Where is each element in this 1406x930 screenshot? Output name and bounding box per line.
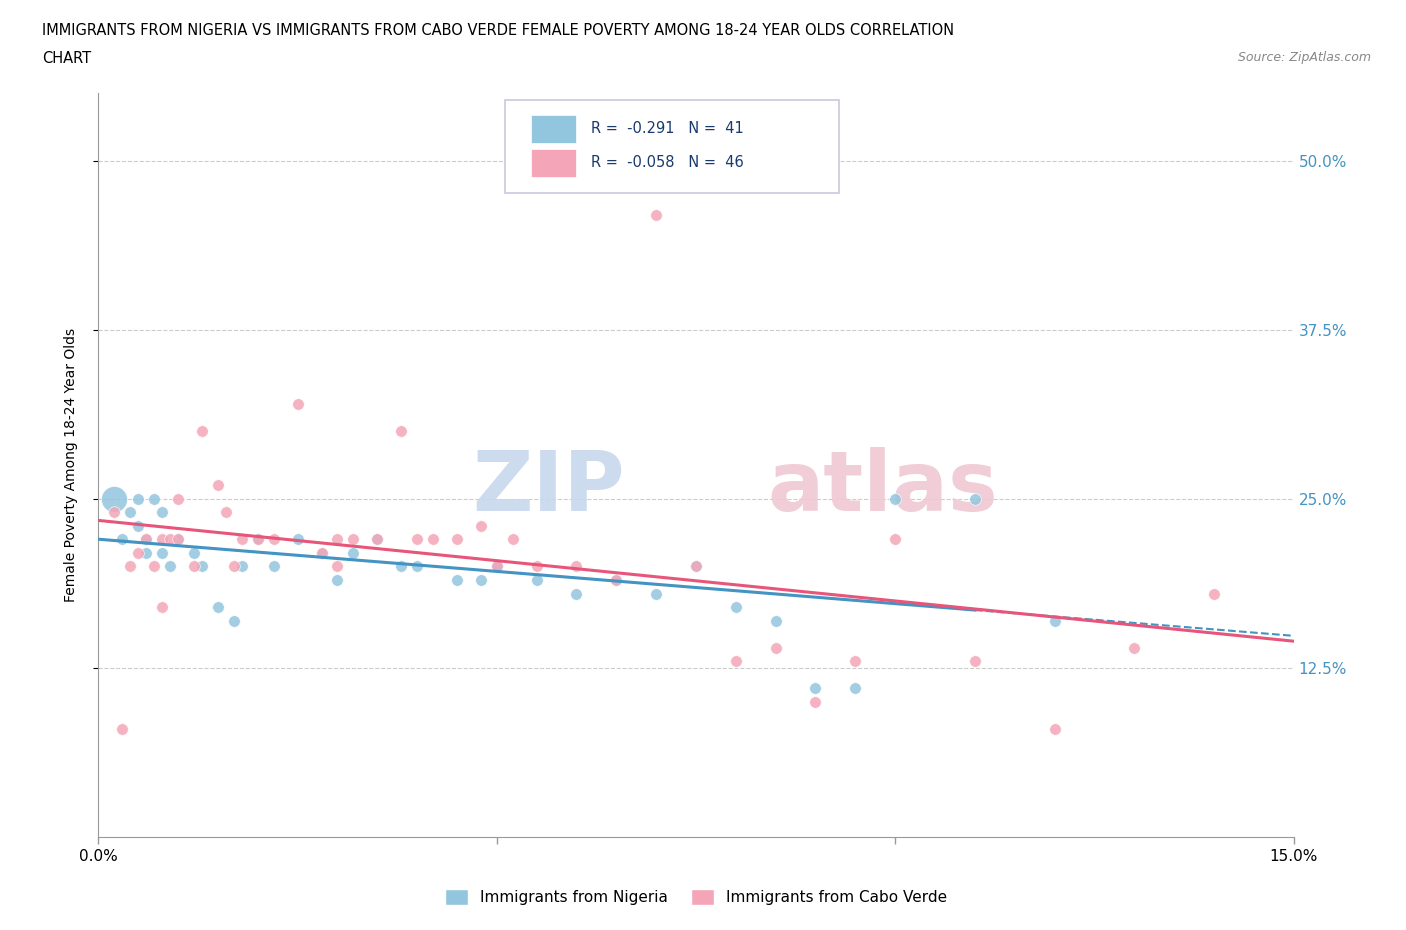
Text: CHART: CHART <box>42 51 91 66</box>
Point <box>446 532 468 547</box>
Point <box>963 491 986 506</box>
Point <box>605 573 627 588</box>
Point <box>143 491 166 506</box>
Point <box>406 532 429 547</box>
Point <box>326 559 349 574</box>
Point <box>565 559 588 574</box>
Point <box>191 559 214 574</box>
Point <box>645 207 668 222</box>
Point <box>1123 640 1146 655</box>
Point <box>135 532 157 547</box>
Bar <box>531 149 576 177</box>
Point <box>135 532 157 547</box>
Text: R =  -0.291   N =  41: R = -0.291 N = 41 <box>591 121 744 136</box>
Point <box>111 532 134 547</box>
Text: R =  -0.058   N =  46: R = -0.058 N = 46 <box>591 155 744 170</box>
Point <box>183 559 205 574</box>
Point <box>246 532 269 547</box>
Point <box>191 424 214 439</box>
Point <box>389 424 412 439</box>
Point <box>167 532 190 547</box>
Point <box>103 505 125 520</box>
Point <box>565 586 588 601</box>
Point <box>326 573 349 588</box>
Point <box>103 491 125 506</box>
Legend: Immigrants from Nigeria, Immigrants from Cabo Verde: Immigrants from Nigeria, Immigrants from… <box>439 883 953 911</box>
Point <box>127 518 149 533</box>
Point <box>526 559 548 574</box>
Point <box>183 546 205 561</box>
Point <box>884 532 907 547</box>
Point <box>150 546 173 561</box>
Point <box>724 654 747 669</box>
Point <box>470 573 492 588</box>
Point <box>1202 586 1225 601</box>
Point <box>502 532 524 547</box>
Text: IMMIGRANTS FROM NIGERIA VS IMMIGRANTS FROM CABO VERDE FEMALE POVERTY AMONG 18-24: IMMIGRANTS FROM NIGERIA VS IMMIGRANTS FR… <box>42 23 955 38</box>
Point <box>844 681 866 696</box>
FancyBboxPatch shape <box>505 100 839 193</box>
Point <box>685 559 707 574</box>
Point <box>765 640 787 655</box>
Point <box>1043 613 1066 628</box>
Point <box>167 491 190 506</box>
Bar <box>531 114 576 143</box>
Point <box>207 478 229 493</box>
Point <box>804 681 827 696</box>
Point <box>605 573 627 588</box>
Point <box>150 532 173 547</box>
Point <box>150 600 173 615</box>
Point <box>389 559 412 574</box>
Point <box>963 654 986 669</box>
Point <box>127 491 149 506</box>
Point <box>1043 722 1066 737</box>
Point <box>765 613 787 628</box>
Point <box>485 559 508 574</box>
Point <box>150 505 173 520</box>
Point <box>685 559 707 574</box>
Point <box>342 532 364 547</box>
Point <box>366 532 388 547</box>
Point <box>470 518 492 533</box>
Point <box>207 600 229 615</box>
Point <box>231 532 253 547</box>
Point <box>159 559 181 574</box>
Point <box>287 397 309 412</box>
Point <box>485 559 508 574</box>
Point <box>231 559 253 574</box>
Point <box>446 573 468 588</box>
Point <box>263 559 285 574</box>
Point <box>127 546 149 561</box>
Point <box>366 532 388 547</box>
Point <box>143 559 166 574</box>
Point <box>844 654 866 669</box>
Point <box>159 532 181 547</box>
Point <box>111 722 134 737</box>
Point <box>804 695 827 710</box>
Point <box>342 546 364 561</box>
Point <box>326 532 349 547</box>
Point <box>222 559 245 574</box>
Point <box>724 600 747 615</box>
Point <box>215 505 238 520</box>
Point <box>645 586 668 601</box>
Text: ZIP: ZIP <box>472 446 624 528</box>
Point <box>311 546 333 561</box>
Point <box>246 532 269 547</box>
Text: Source: ZipAtlas.com: Source: ZipAtlas.com <box>1237 51 1371 64</box>
Point <box>120 505 142 520</box>
Y-axis label: Female Poverty Among 18-24 Year Olds: Female Poverty Among 18-24 Year Olds <box>63 328 77 602</box>
Point <box>526 573 548 588</box>
Point <box>135 546 157 561</box>
Point <box>406 559 429 574</box>
Point <box>167 532 190 547</box>
Point <box>287 532 309 547</box>
Point <box>120 559 142 574</box>
Point <box>311 546 333 561</box>
Point <box>222 613 245 628</box>
Point <box>422 532 444 547</box>
Point <box>884 491 907 506</box>
Text: atlas: atlas <box>768 446 998 528</box>
Point <box>263 532 285 547</box>
